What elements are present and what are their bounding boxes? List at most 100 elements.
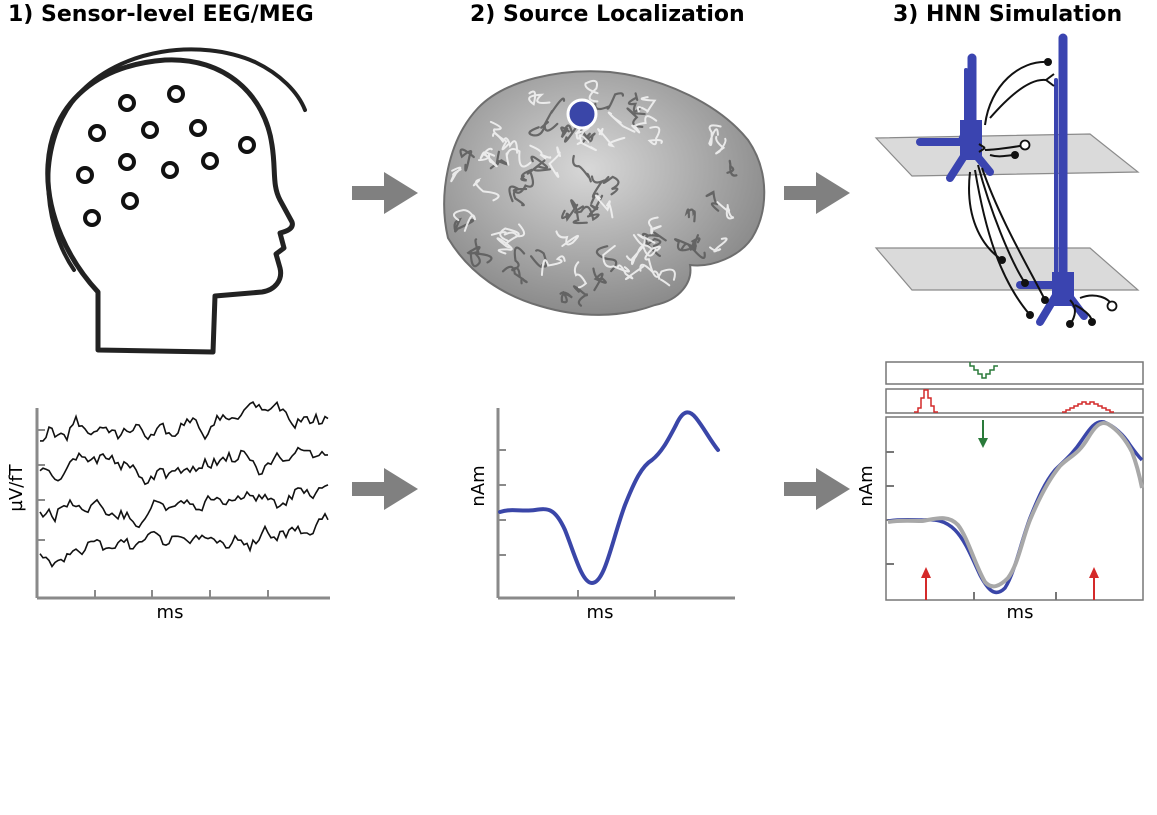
flow-arrow-icon bbox=[352, 172, 850, 510]
brain-sulcus bbox=[472, 177, 500, 202]
panel-1-ylabel: µV/fT bbox=[6, 463, 27, 511]
proximal-drive-arrow bbox=[921, 567, 1099, 600]
brain-sulcus bbox=[508, 185, 525, 207]
brain-sulcus bbox=[705, 190, 720, 212]
proximal-input-histogram bbox=[914, 389, 1114, 413]
brain-sulcus bbox=[630, 244, 657, 266]
brain-sulcus bbox=[469, 249, 493, 268]
brain-sulcus bbox=[540, 255, 566, 276]
eeg-sensor-icon bbox=[141, 121, 159, 139]
eeg-sensor-icon bbox=[201, 152, 219, 170]
sensor-traces-plot: ms µV/fT bbox=[6, 400, 330, 623]
brain-sulcus bbox=[595, 245, 618, 273]
source-waveform-plot: ms nAm bbox=[468, 408, 735, 623]
brain-sulcus bbox=[540, 97, 566, 129]
distal-drive-arrow bbox=[978, 420, 988, 448]
brain-sulcus bbox=[505, 148, 532, 168]
brain-sulcus bbox=[726, 159, 738, 177]
eeg-sensor-icon bbox=[161, 161, 179, 179]
brain-sulcus bbox=[530, 155, 551, 172]
brain-sulcus bbox=[574, 205, 600, 222]
simulated-waveform-trace bbox=[887, 421, 1144, 589]
brain-sulcus bbox=[631, 115, 658, 134]
brain-sulcus bbox=[584, 79, 599, 103]
brain-sulcus bbox=[602, 244, 630, 273]
eeg-sensor-icon bbox=[118, 153, 136, 171]
panel-2-ylabel: nAm bbox=[468, 465, 489, 506]
eeg-sensor-icon bbox=[83, 209, 101, 227]
brain-sulcus bbox=[647, 125, 663, 146]
eeg-sensor-icon bbox=[88, 124, 106, 142]
head-icon bbox=[45, 47, 307, 355]
brain-sulcus bbox=[684, 208, 696, 223]
brain-sulcus bbox=[572, 154, 592, 183]
brain-sulcus bbox=[639, 263, 671, 287]
source-dipole-trace bbox=[498, 410, 720, 586]
brain-sulcus bbox=[644, 248, 676, 281]
brain-sulcus bbox=[625, 244, 662, 261]
panel-2-title: 2) Source Localization bbox=[470, 2, 745, 27]
brain-sulcus bbox=[588, 194, 604, 216]
brain-sulcus bbox=[607, 111, 636, 133]
eeg-sensor-group bbox=[76, 85, 256, 227]
brain-sulcus bbox=[597, 127, 626, 148]
sensor-trace bbox=[40, 400, 329, 443]
brain-sulcus bbox=[572, 285, 589, 307]
panel-3-ylabel: nAm bbox=[856, 465, 877, 506]
brain-sulcus bbox=[528, 90, 551, 106]
brain-sulcus bbox=[674, 238, 697, 252]
brain-sulcus bbox=[594, 92, 624, 111]
brain-sulcus bbox=[709, 237, 728, 253]
simulation-plot: ms nAm bbox=[856, 361, 1144, 623]
brain-sulcus bbox=[560, 124, 573, 138]
brain-sulcus bbox=[592, 267, 607, 292]
brain-sulcus bbox=[530, 249, 548, 268]
brain-sulcus bbox=[450, 166, 462, 183]
sensor-trace bbox=[39, 446, 329, 486]
brain-sulcus bbox=[636, 96, 657, 113]
brain-sulcus bbox=[602, 175, 620, 196]
eeg-sensor-icon bbox=[189, 119, 207, 137]
brain-sulcus bbox=[644, 231, 667, 258]
brain-sulcus bbox=[627, 92, 643, 113]
sensor-trace bbox=[39, 512, 329, 569]
panel-1-xlabel: ms bbox=[157, 602, 184, 623]
source-dipole-marker bbox=[566, 98, 598, 130]
eeg-sensor-icon bbox=[118, 94, 136, 112]
brain-cortex-icon bbox=[443, 70, 766, 316]
panel-2-xlabel: ms bbox=[587, 602, 614, 623]
brain-sulcus bbox=[499, 223, 526, 242]
brain-sulcus bbox=[570, 199, 588, 225]
distal-input-histogram bbox=[969, 362, 998, 379]
brain-sulcus bbox=[708, 124, 722, 147]
panel-3-title: 3) HNN Simulation bbox=[893, 2, 1123, 27]
brain-sulcus bbox=[501, 265, 528, 285]
brain-sulcus bbox=[482, 147, 498, 168]
brain-sulcus bbox=[510, 246, 526, 278]
brain-sulcus bbox=[459, 148, 475, 172]
pyramidal-neuron-icon bbox=[874, 33, 1140, 328]
brain-sulcus bbox=[528, 122, 559, 137]
brain-sulcus bbox=[496, 237, 513, 255]
brain-sulcus bbox=[576, 134, 597, 152]
panel-1-title: 1) Sensor-level EEG/MEG bbox=[8, 2, 314, 27]
eeg-sensor-icon bbox=[238, 136, 256, 154]
brain-sulcus bbox=[489, 120, 510, 151]
brain-sulcus bbox=[715, 135, 727, 155]
eeg-sensor-icon bbox=[121, 192, 139, 210]
brain-sulcus bbox=[632, 233, 656, 246]
panel-3-xlabel: ms bbox=[1007, 602, 1034, 623]
brain-sulcus bbox=[594, 194, 614, 219]
brain-sulcus bbox=[548, 146, 562, 178]
brain-sulcus bbox=[466, 238, 481, 255]
sensor-trace bbox=[39, 484, 329, 529]
brain-sulcus bbox=[555, 230, 580, 247]
brain-sulcus bbox=[520, 159, 546, 182]
brain-sulcus bbox=[716, 201, 735, 220]
brain-sulcus bbox=[529, 144, 552, 160]
eeg-sensor-icon bbox=[76, 166, 94, 184]
brain-sulcus bbox=[647, 216, 662, 235]
brain-sulcus bbox=[453, 217, 475, 233]
brain-sulcus bbox=[573, 261, 588, 289]
